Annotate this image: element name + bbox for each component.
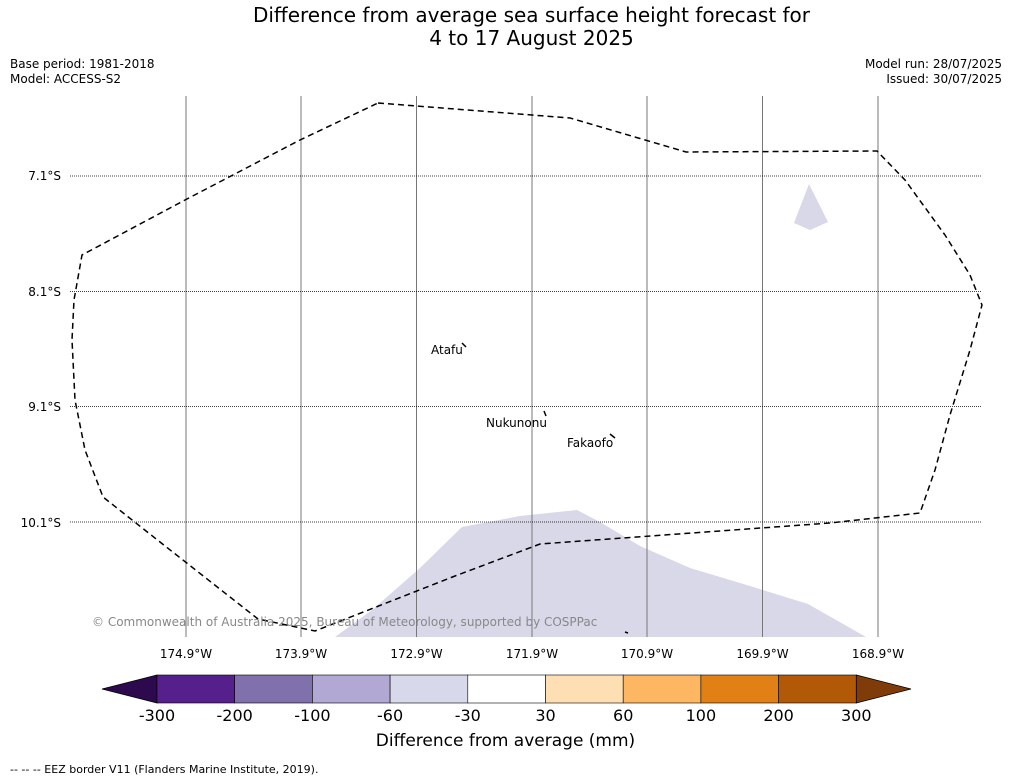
model-run: Model run: 28/07/2025 bbox=[864, 57, 1002, 71]
lon-label: 168.9°W bbox=[852, 647, 904, 661]
lat-labels: 7.1°S 8.1°S 9.1°S 10.1°S bbox=[21, 169, 61, 530]
lon-label: 170.9°W bbox=[621, 647, 673, 661]
colorbar-tick-label: -100 bbox=[294, 706, 330, 725]
colorbar-segment bbox=[622, 674, 702, 704]
meta-right: Model run: 28/07/2025 Issued: 30/07/2025 bbox=[865, 57, 1002, 87]
colorbar-segment bbox=[312, 674, 391, 704]
island-swains bbox=[624, 631, 629, 634]
anomaly-fills bbox=[335, 184, 866, 637]
lon-label: 169.9°W bbox=[736, 647, 788, 661]
lon-label: 173.9°W bbox=[275, 647, 327, 661]
colorbar-extend-min bbox=[101, 674, 158, 704]
colorbar-tick-label: 30 bbox=[535, 706, 555, 725]
colorbar-tick-label: -300 bbox=[139, 706, 175, 725]
colorbar-tick-label: -30 bbox=[455, 706, 481, 725]
lon-label: 174.9°W bbox=[160, 647, 212, 661]
issued-date: Issued: 30/07/2025 bbox=[886, 72, 1002, 86]
colorbar-extend-max bbox=[855, 674, 912, 704]
colorbar: -300 -200 -100 -60 -30 30 60 100 200 300 bbox=[101, 674, 912, 725]
meridians bbox=[185, 96, 879, 637]
lon-labels: 174.9°W 173.9°W 172.9°W 171.9°W 170.9°W … bbox=[160, 647, 904, 661]
colorbar-tick-label: 60 bbox=[613, 706, 633, 725]
colorbar-label: Difference from average (mm) bbox=[375, 731, 636, 751]
island-fakaofo bbox=[609, 433, 616, 439]
island-atafu bbox=[461, 342, 467, 348]
colorbar-tick-label: 200 bbox=[763, 706, 794, 725]
eez-legend-footnote: -- -- -- EEZ border V11 (Flanders Marine… bbox=[10, 763, 319, 776]
colorbar-segment bbox=[156, 674, 235, 704]
copyright-notice: © Commonwealth of Australia 2025, Bureau… bbox=[92, 615, 597, 629]
anomaly-patch-northeast bbox=[794, 184, 828, 230]
eez-border-line bbox=[71, 102, 983, 632]
place-label-fakaofo: Fakaofo bbox=[567, 436, 613, 450]
colorbar-tick-label: -60 bbox=[377, 706, 403, 725]
island-nukunonu bbox=[543, 410, 547, 417]
colorbar-tick-label: 300 bbox=[841, 706, 872, 725]
colorbar-segment bbox=[778, 674, 857, 704]
base-period: Base period: 1981-2018 bbox=[10, 57, 155, 71]
place-label-atafu: Atafu bbox=[431, 343, 463, 357]
colorbar-segment bbox=[389, 674, 469, 704]
title-line-2: 4 to 17 August 2025 bbox=[429, 26, 634, 50]
colorbar-tick-label: 100 bbox=[686, 706, 717, 725]
place-label-nukunonu: Nukunonu bbox=[486, 416, 547, 430]
title-line-1: Difference from average sea surface heig… bbox=[252, 3, 811, 27]
lat-label: 8.1°S bbox=[28, 285, 61, 299]
lon-label: 172.9°W bbox=[390, 647, 442, 661]
colorbar-segment bbox=[234, 674, 313, 704]
lat-label: 9.1°S bbox=[28, 400, 61, 414]
lat-label: 7.1°S bbox=[28, 169, 61, 183]
colorbar-segment bbox=[467, 674, 546, 704]
lat-label: 10.1°S bbox=[21, 516, 61, 530]
meta-left: Base period: 1981-2018 Model: ACCESS-S2 bbox=[10, 57, 155, 87]
lon-label: 171.9°W bbox=[506, 647, 558, 661]
chart-title: Difference from average sea surface heig… bbox=[0, 4, 1011, 50]
anomaly-patch-south bbox=[335, 510, 866, 637]
parallels bbox=[70, 175, 982, 523]
model-name: Model: ACCESS-S2 bbox=[10, 72, 122, 86]
eez-border bbox=[71, 102, 983, 632]
colorbar-tick-label: -200 bbox=[217, 706, 253, 725]
colorbar-segment bbox=[545, 674, 624, 704]
colorbar-segment bbox=[700, 674, 779, 704]
place-labels: Atafu Nukunonu Fakaofo bbox=[431, 343, 613, 450]
islands bbox=[461, 342, 629, 634]
